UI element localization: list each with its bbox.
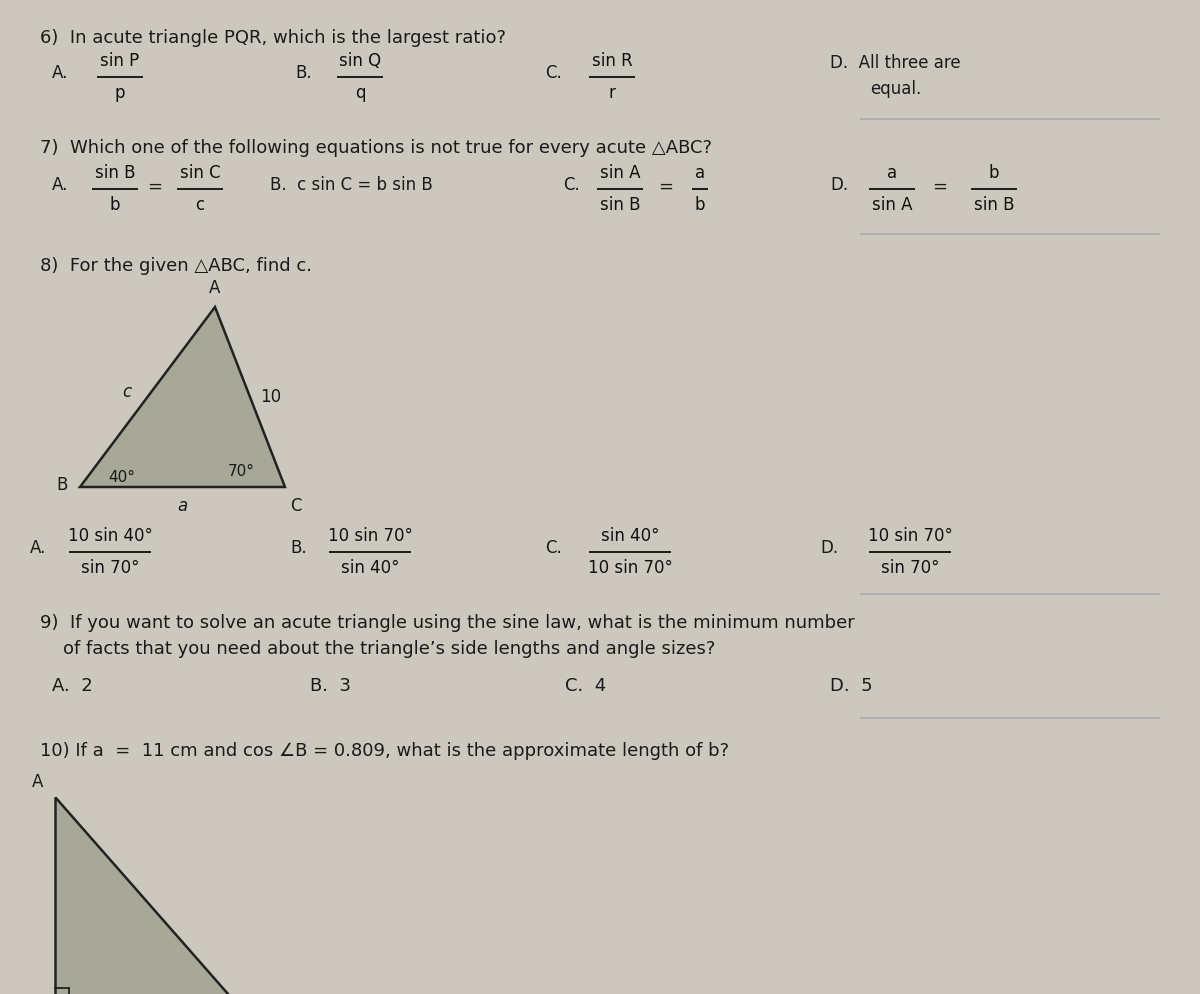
Text: B: B — [56, 476, 68, 494]
Text: 10) If a  =  11 cm and cos ∠B = 0.809, what is the approximate length of b?: 10) If a = 11 cm and cos ∠B = 0.809, wha… — [40, 742, 730, 760]
Text: 40°: 40° — [108, 469, 134, 484]
Text: A.  2: A. 2 — [52, 677, 92, 695]
Text: C.  4: C. 4 — [565, 677, 606, 695]
Text: B.: B. — [290, 539, 307, 557]
Text: A: A — [31, 773, 43, 791]
Text: a: a — [887, 164, 898, 182]
Text: A.: A. — [52, 176, 68, 194]
Text: sin 40°: sin 40° — [341, 559, 400, 577]
Text: b: b — [109, 196, 120, 214]
Text: 10 sin 70°: 10 sin 70° — [868, 527, 953, 545]
Text: sin P: sin P — [101, 52, 139, 70]
Text: D.: D. — [830, 176, 848, 194]
Text: A.: A. — [30, 539, 47, 557]
Text: 8)  For the given △ABC, find c.: 8) For the given △ABC, find c. — [40, 257, 312, 275]
Text: 10 sin 40°: 10 sin 40° — [67, 527, 152, 545]
Text: of facts that you need about the triangle’s side lengths and angle sizes?: of facts that you need about the triangl… — [40, 640, 715, 658]
Text: 9)  If you want to solve an acute triangle using the sine law, what is the minim: 9) If you want to solve an acute triangl… — [40, 614, 854, 632]
Text: sin B: sin B — [973, 196, 1014, 214]
Text: q: q — [355, 84, 365, 102]
Text: =: = — [932, 178, 948, 196]
Text: D.: D. — [820, 539, 838, 557]
Text: B.: B. — [295, 64, 312, 82]
Text: sin Q: sin Q — [338, 52, 382, 70]
Text: B.  3: B. 3 — [310, 677, 352, 695]
Polygon shape — [80, 307, 286, 487]
Text: a: a — [178, 497, 187, 515]
Text: equal.: equal. — [870, 80, 922, 98]
Text: D.  5: D. 5 — [830, 677, 872, 695]
Text: 10: 10 — [260, 388, 281, 406]
Text: C.: C. — [563, 176, 580, 194]
Text: sin C: sin C — [180, 164, 221, 182]
Text: sin B: sin B — [600, 196, 641, 214]
Text: a: a — [695, 164, 706, 182]
Text: b: b — [695, 196, 706, 214]
Text: C.: C. — [545, 539, 562, 557]
Text: 6)  In acute triangle PQR, which is the largest ratio?: 6) In acute triangle PQR, which is the l… — [40, 29, 506, 47]
Text: sin 70°: sin 70° — [80, 559, 139, 577]
Text: b: b — [989, 164, 1000, 182]
Text: 7)  Which one of the following equations is not true for every acute △ABC?: 7) Which one of the following equations … — [40, 139, 712, 157]
Text: p: p — [115, 84, 125, 102]
Text: sin 40°: sin 40° — [601, 527, 659, 545]
Text: c: c — [196, 196, 204, 214]
Text: sin A: sin A — [600, 164, 641, 182]
Text: D.  All three are: D. All three are — [830, 54, 961, 72]
Text: =: = — [148, 178, 162, 196]
Text: C: C — [290, 497, 301, 515]
Text: 70°: 70° — [228, 463, 256, 478]
Text: r: r — [608, 84, 616, 102]
Text: sin 70°: sin 70° — [881, 559, 940, 577]
Text: c: c — [122, 383, 132, 401]
Text: B.  c sin C = b sin B: B. c sin C = b sin B — [270, 176, 433, 194]
Text: 10 sin 70°: 10 sin 70° — [328, 527, 413, 545]
Text: sin R: sin R — [592, 52, 632, 70]
Polygon shape — [55, 797, 235, 994]
Text: C.: C. — [545, 64, 562, 82]
Text: 10 sin 70°: 10 sin 70° — [588, 559, 672, 577]
Text: A: A — [209, 279, 221, 297]
Text: =: = — [659, 178, 673, 196]
Text: A.: A. — [52, 64, 68, 82]
Text: sin A: sin A — [871, 196, 912, 214]
Text: sin B: sin B — [95, 164, 136, 182]
